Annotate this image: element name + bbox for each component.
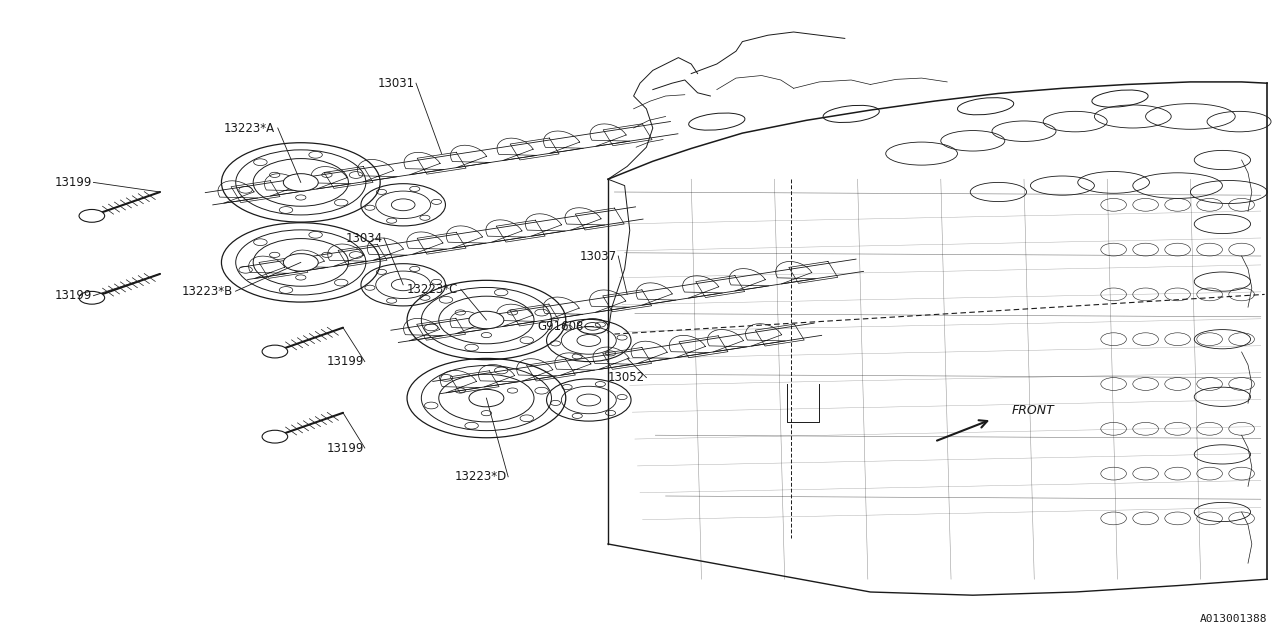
- Circle shape: [262, 430, 288, 443]
- Circle shape: [468, 311, 504, 329]
- Text: 13199: 13199: [55, 176, 92, 189]
- Text: 13031: 13031: [378, 77, 415, 90]
- Circle shape: [262, 345, 288, 358]
- Circle shape: [392, 199, 415, 211]
- Text: 13034: 13034: [346, 232, 383, 244]
- Text: 13052: 13052: [608, 371, 645, 384]
- Text: 13037: 13037: [580, 250, 617, 262]
- Circle shape: [577, 394, 600, 406]
- Text: A013001388: A013001388: [1199, 614, 1267, 624]
- Text: FRONT: FRONT: [1011, 404, 1053, 417]
- Circle shape: [577, 335, 600, 346]
- Text: 13223*B: 13223*B: [182, 285, 233, 298]
- Circle shape: [283, 173, 319, 191]
- Text: 13223*C: 13223*C: [407, 283, 458, 296]
- Circle shape: [79, 291, 105, 304]
- Text: 13199: 13199: [326, 355, 364, 368]
- Text: 13223*D: 13223*D: [454, 470, 507, 483]
- Text: G91608: G91608: [538, 320, 584, 333]
- Circle shape: [468, 389, 504, 407]
- Text: 13223*A: 13223*A: [224, 122, 275, 134]
- Circle shape: [79, 209, 105, 222]
- Circle shape: [392, 279, 415, 291]
- Text: 13199: 13199: [55, 289, 92, 302]
- Circle shape: [283, 253, 319, 271]
- Text: 13199: 13199: [326, 442, 364, 454]
